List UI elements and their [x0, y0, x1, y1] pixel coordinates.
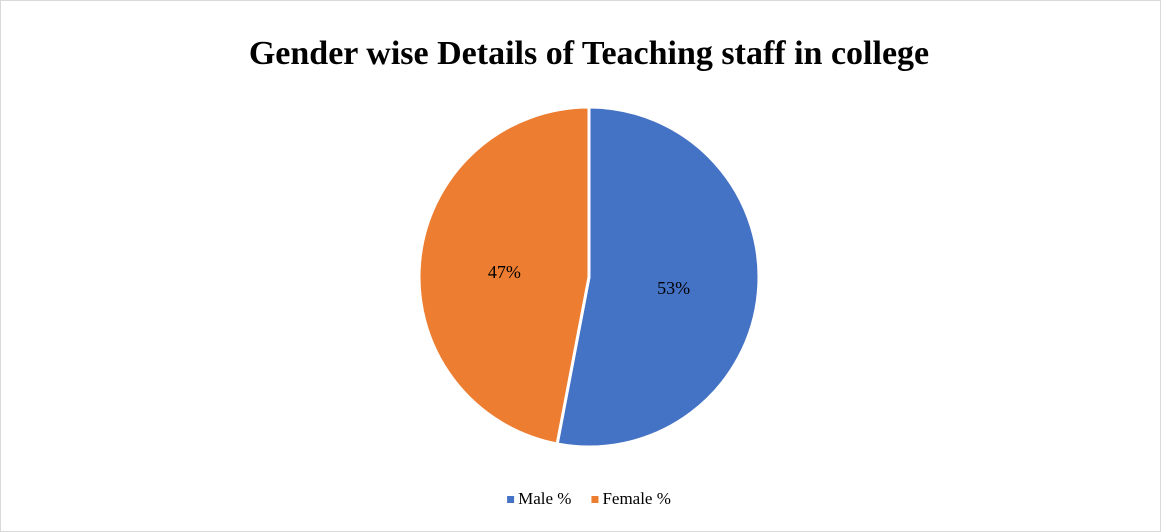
pie-slice [555, 105, 761, 449]
legend-label: Male % [518, 489, 571, 508]
legend-marker [507, 496, 515, 503]
legend-label: Female % [602, 489, 670, 508]
data-label: 53% [657, 278, 690, 298]
legend-marker [591, 496, 599, 503]
legend: Male % Female % [507, 489, 671, 508]
pie-slice [417, 105, 591, 446]
chart-title: Gender wise Details of Teaching staff in… [249, 35, 929, 72]
data-label: 47% [488, 262, 521, 282]
